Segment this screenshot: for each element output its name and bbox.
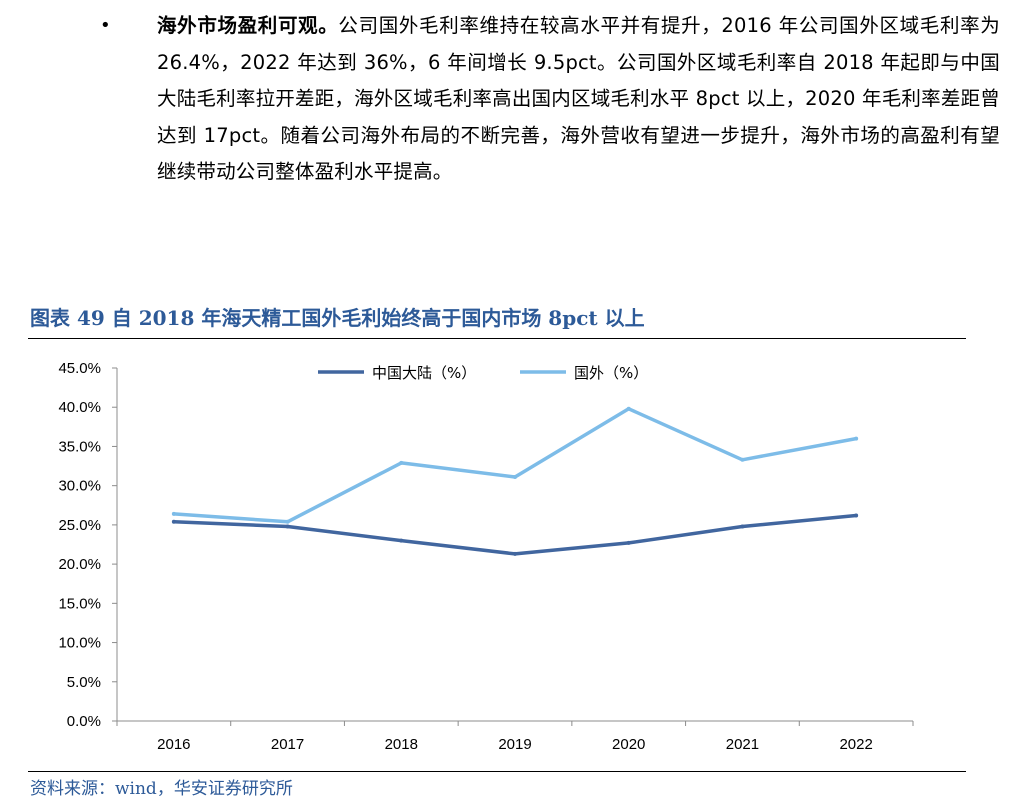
figure-source: 资料来源：wind，华安证券研究所 <box>30 779 293 799</box>
y-tick-label: 5.0% <box>67 674 101 691</box>
data-point <box>171 511 176 516</box>
data-point <box>740 457 745 462</box>
y-tick-label: 40.0% <box>58 399 101 416</box>
chart-background <box>28 343 938 763</box>
data-point <box>285 524 290 529</box>
figure-title: 图表 49 自 2018 年海天精工国外毛利始终高于国内市场 8pct 以上 <box>30 306 645 330</box>
x-tick-label: 2017 <box>271 736 304 753</box>
data-point <box>399 538 404 543</box>
legend-label: 国外（%） <box>574 364 648 382</box>
y-tick-label: 35.0% <box>58 438 101 455</box>
data-point <box>399 460 404 465</box>
x-tick-label: 2019 <box>498 736 531 753</box>
x-tick-label: 2016 <box>157 736 190 753</box>
data-point <box>171 519 176 524</box>
x-tick-label: 2018 <box>385 736 418 753</box>
y-tick-label: 10.0% <box>58 635 101 652</box>
data-point <box>513 475 517 480</box>
data-point <box>626 406 631 411</box>
data-point <box>513 551 517 556</box>
paragraph-lead: 海外市场盈利可观。 <box>157 14 339 37</box>
bullet-marker: • <box>100 15 111 36</box>
series-line-2 <box>172 407 858 524</box>
y-tick-label: 15.0% <box>58 595 101 612</box>
data-point <box>626 540 631 545</box>
x-tick-label: 2020 <box>612 736 645 753</box>
source-rule <box>28 771 966 772</box>
legend-label: 中国大陆（%） <box>372 364 476 382</box>
data-point <box>740 524 745 529</box>
y-tick-label: 30.0% <box>58 478 101 495</box>
x-tick-label: 2021 <box>726 736 759 753</box>
x-tick-label: 2022 <box>839 736 872 753</box>
body-paragraph: 海外市场盈利可观。公司国外毛利率维持在较高水平并有提升，2016 年公司国外区域… <box>157 8 1000 191</box>
data-point <box>854 513 859 518</box>
data-point <box>854 436 859 441</box>
y-tick-label: 20.0% <box>58 556 101 573</box>
paragraph-body: 公司国外毛利率维持在较高水平并有提升，2016 年公司国外区域毛利率为 26.4… <box>157 14 1000 184</box>
y-tick-label: 45.0% <box>58 360 101 377</box>
data-point <box>285 519 290 524</box>
y-tick-label: 0.0% <box>67 713 101 730</box>
title-rule <box>28 338 966 339</box>
y-tick-label: 25.0% <box>58 517 101 534</box>
